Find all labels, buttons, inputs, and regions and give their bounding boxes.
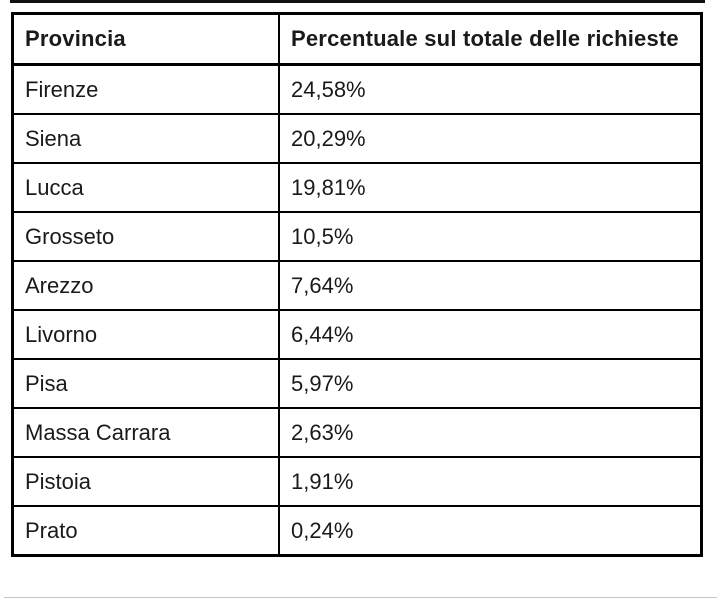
cell-percentuale: 1,91%: [278, 456, 703, 507]
table-row: Pisa 5,97%: [11, 358, 703, 409]
cell-provincia: Pisa: [11, 358, 280, 409]
header-row: Provincia Percentuale sul totale delle r…: [11, 12, 703, 66]
cell-provincia: Massa Carrara: [11, 407, 280, 458]
cell-percentuale: 10,5%: [278, 211, 703, 262]
cell-provincia: Arezzo: [11, 260, 280, 311]
cell-percentuale: 24,58%: [278, 63, 703, 115]
cropped-border-artifact: [10, 0, 705, 3]
cell-provincia: Grosseto: [11, 211, 280, 262]
cell-percentuale: 19,81%: [278, 162, 703, 213]
cell-provincia: Prato: [11, 505, 280, 557]
table-row: Grosseto 10,5%: [11, 211, 703, 262]
cell-percentuale: 7,64%: [278, 260, 703, 311]
province-percentage-table: Provincia Percentuale sul totale delle r…: [11, 12, 703, 557]
column-header-percentuale: Percentuale sul totale delle richieste: [278, 12, 703, 66]
table-row: Lucca 19,81%: [11, 162, 703, 213]
column-header-provincia: Provincia: [11, 12, 280, 66]
table-row: Prato 0,24%: [11, 505, 703, 557]
table-body: Firenze 24,58% Siena 20,29% Lucca 19,81% Gross…: [11, 63, 703, 557]
cell-percentuale: 2,63%: [278, 407, 703, 458]
table-row: Massa Carrara 2,63%: [11, 407, 703, 458]
cell-provincia: Siena: [11, 113, 280, 164]
table-row: Siena 20,29%: [11, 113, 703, 164]
cell-percentuale: 20,29%: [278, 113, 703, 164]
cell-percentuale: 0,24%: [278, 505, 703, 557]
table-row: Arezzo 7,64%: [11, 260, 703, 311]
cell-provincia: Lucca: [11, 162, 280, 213]
cell-provincia: Livorno: [11, 309, 280, 360]
cell-percentuale: 5,97%: [278, 358, 703, 409]
table-row: Livorno 6,44%: [11, 309, 703, 360]
table-row: Firenze 24,58%: [11, 63, 703, 115]
cell-provincia: Firenze: [11, 63, 280, 115]
cell-percentuale: 6,44%: [278, 309, 703, 360]
table-header: Provincia Percentuale sul totale delle r…: [11, 12, 703, 66]
scan-artifact-line: [4, 597, 717, 598]
cell-provincia: Pistoia: [11, 456, 280, 507]
table-row: Pistoia 1,91%: [11, 456, 703, 507]
